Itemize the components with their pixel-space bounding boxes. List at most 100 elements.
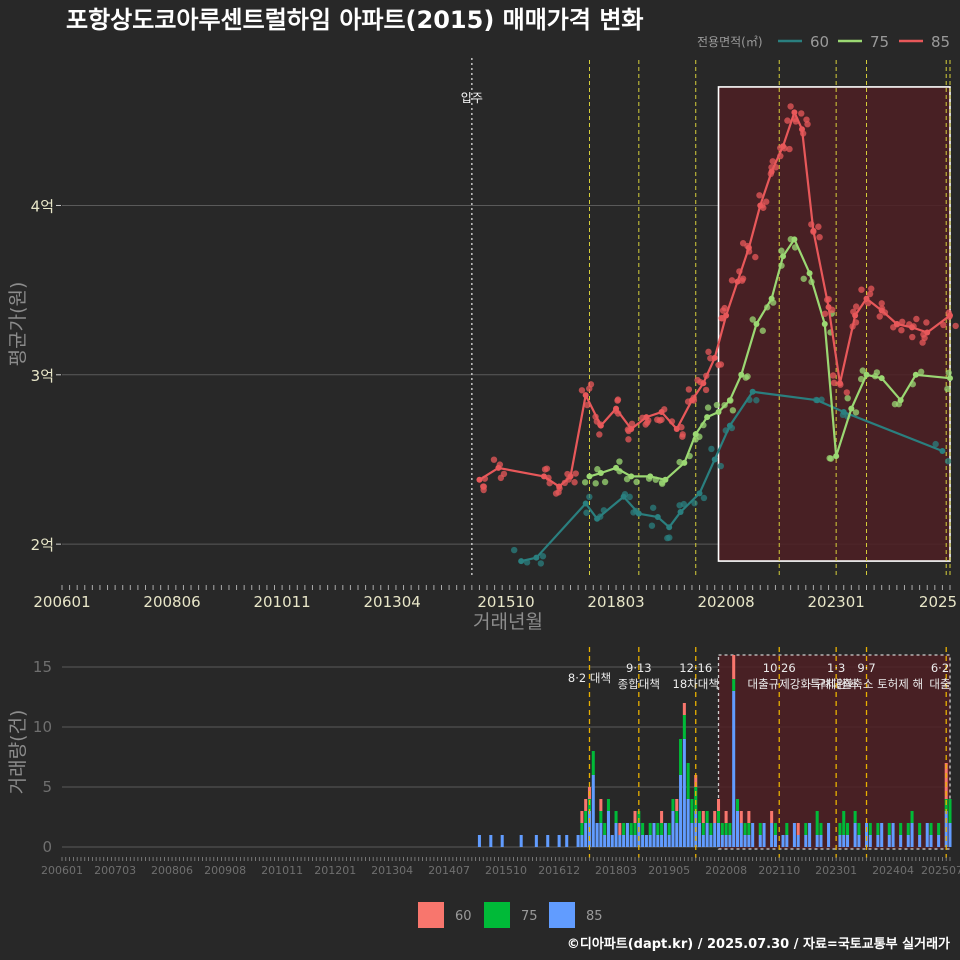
volume-bar: [679, 739, 683, 775]
data-point-85: [582, 392, 589, 399]
data-point-60: [533, 554, 540, 561]
data-point-60: [654, 514, 661, 521]
data-point-60: [840, 409, 847, 416]
volume-bar: [868, 823, 872, 835]
volume-bar: [690, 799, 694, 823]
data-point-75: [863, 371, 870, 378]
volume-bar: [599, 811, 603, 823]
x-tick-label: 201510: [477, 593, 534, 611]
volume-bar: [815, 811, 819, 835]
data-point-85: [654, 416, 661, 423]
data-point-85: [571, 479, 578, 486]
policy-label: 9·7: [857, 661, 875, 675]
volume-bar: [773, 823, 777, 835]
data-point-75: [827, 455, 835, 462]
data-point-75: [647, 473, 654, 480]
data-point-85: [768, 168, 775, 175]
data-point-85: [723, 312, 730, 319]
vol-y-tick-label: 15: [33, 658, 52, 676]
volume-bar: [937, 835, 941, 847]
volume-bar: [720, 823, 724, 835]
data-point-85: [658, 409, 665, 416]
volume-bar: [876, 823, 880, 835]
volume-bar: [918, 823, 922, 835]
move-in-label: 입주: [461, 91, 483, 105]
volume-bar: [625, 823, 629, 847]
x-tick-label: 202301: [808, 593, 865, 611]
vol-x-tick-label: 202110: [758, 864, 800, 877]
data-point-75: [753, 321, 760, 327]
data-point-85: [572, 470, 579, 477]
data-point-60: [814, 397, 821, 404]
data-point-85: [625, 436, 632, 443]
data-point-75: [613, 464, 620, 471]
series-85: [476, 103, 959, 497]
vol-x-tick-label: 201803: [595, 864, 637, 877]
data-point-85: [644, 419, 651, 426]
data-point-85: [705, 348, 712, 356]
volume-bar: [804, 823, 808, 835]
volume-bar: [846, 823, 850, 835]
volume-bar: [853, 811, 857, 823]
vol-x-tick-label: 200601: [41, 864, 83, 877]
data-point-85: [613, 405, 620, 412]
volume-bar: [868, 835, 872, 847]
volume-bar: [606, 799, 610, 811]
data-point-85: [738, 277, 746, 284]
volume-bar: [713, 823, 717, 847]
data-point-85: [780, 143, 787, 150]
volume-bar: [713, 811, 717, 823]
volume-bar: [633, 823, 637, 835]
data-point-60: [691, 500, 698, 507]
volume-bar: [591, 775, 595, 847]
data-point-85: [556, 483, 563, 490]
volume-bar: [584, 823, 588, 847]
policy-label: 대출규제강화: [747, 677, 811, 691]
volume-bar: [675, 823, 679, 847]
volume-bar: [838, 823, 842, 835]
vol-y-axis-title: 거래량(건): [7, 710, 29, 795]
data-point-75: [791, 236, 798, 243]
vol-x-tick-label: 200806: [151, 864, 193, 877]
data-point-75: [692, 431, 699, 438]
data-point-60: [753, 397, 760, 404]
data-point-85: [769, 158, 776, 165]
x-tick-label: 200806: [143, 593, 200, 611]
data-point-85: [679, 433, 686, 440]
volume-bar: [709, 823, 713, 835]
policy-label: 종합대책: [618, 677, 660, 691]
volume-bar: [792, 823, 796, 847]
data-point-60: [666, 534, 673, 541]
volume-bar: [899, 835, 903, 847]
data-point-85: [739, 240, 747, 247]
volume-bar: [580, 811, 584, 823]
data-point-75: [633, 478, 640, 486]
volume-bar: [500, 835, 504, 847]
data-point-75: [848, 405, 855, 412]
vol-x-tick-label: 202404: [872, 864, 914, 877]
volume-bar: [918, 835, 922, 847]
data-point-75: [800, 275, 807, 282]
data-point-85: [567, 473, 574, 480]
data-point-85: [852, 303, 860, 310]
volume-bar: [815, 835, 819, 847]
volume-bar: [584, 799, 588, 811]
policy-label: 10·26: [763, 661, 796, 675]
volume-bar: [671, 811, 675, 847]
volume-bar: [477, 835, 481, 847]
data-point-85: [495, 464, 502, 471]
x-tick-label: 201011: [253, 593, 310, 611]
data-point-85: [700, 380, 707, 387]
volume-bar: [599, 799, 603, 811]
volume-bar: [910, 823, 914, 847]
series-75: [581, 236, 953, 487]
data-point-85: [578, 387, 586, 394]
data-point-60: [648, 522, 656, 529]
data-point-85: [803, 116, 810, 123]
data-point-60: [944, 458, 952, 465]
data-point-85: [909, 333, 916, 341]
data-point-85: [923, 319, 930, 326]
data-point-60: [582, 500, 589, 507]
volume-bar: [618, 835, 622, 847]
policy-label: 18차대책: [673, 677, 719, 691]
